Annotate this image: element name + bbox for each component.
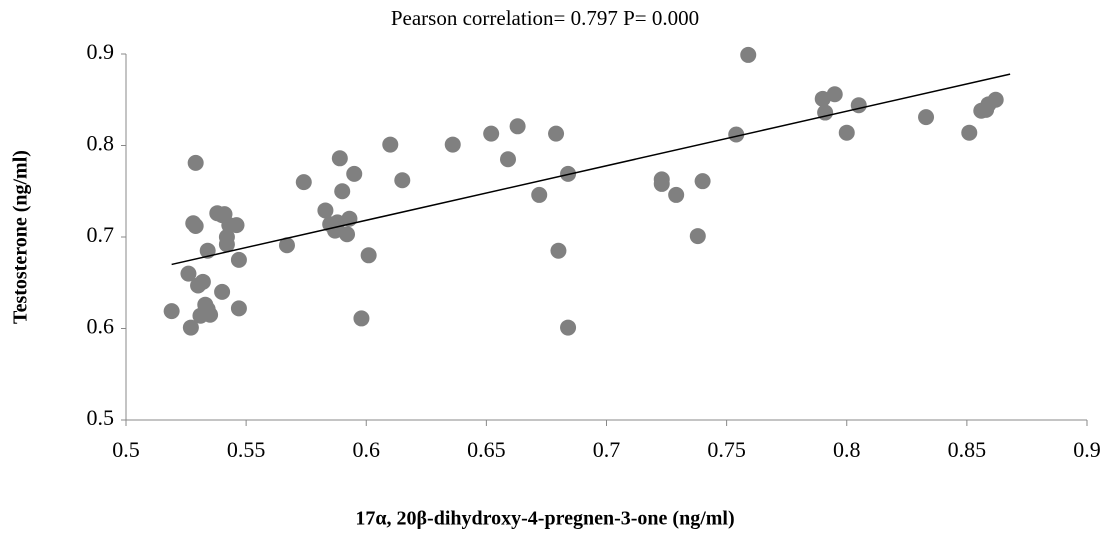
point: [214, 283, 231, 300]
trend-line: [171, 73, 1011, 266]
point: [550, 242, 567, 259]
point: [228, 217, 245, 234]
point: [334, 183, 351, 200]
point: [180, 265, 197, 282]
point: [353, 310, 370, 327]
point: [814, 90, 831, 107]
point: [444, 136, 461, 153]
point: [394, 172, 411, 189]
x-tick-label: 0.55: [227, 437, 266, 462]
point: [346, 165, 363, 182]
point: [317, 202, 334, 219]
point: [382, 136, 399, 153]
x-tick-label: 0.85: [948, 437, 987, 462]
point: [838, 124, 855, 141]
point: [689, 228, 706, 245]
point: [483, 125, 500, 142]
point: [850, 97, 867, 114]
point: [360, 247, 377, 264]
x-tick-label: 0.65: [467, 437, 506, 462]
point: [740, 46, 757, 63]
y-tick-label: 0.6: [87, 314, 115, 339]
point: [499, 151, 516, 168]
point: [194, 273, 211, 290]
y-axis-title: Testosterone (ng/ml): [10, 150, 32, 324]
point: [531, 186, 548, 203]
point: [187, 154, 204, 171]
point: [826, 86, 843, 103]
x-tick-label: 0.5: [112, 437, 140, 462]
point: [668, 186, 685, 203]
y-tick-label: 0.5: [87, 405, 115, 430]
y-tick-label: 0.8: [87, 131, 115, 156]
point: [560, 319, 577, 336]
x-tick-label: 0.7: [593, 437, 621, 462]
point: [509, 118, 526, 135]
point: [218, 236, 235, 253]
point: [987, 91, 1004, 108]
y-tick-label: 0.9: [87, 39, 115, 64]
point: [331, 150, 348, 167]
point: [295, 174, 312, 191]
x-tick-label: 0.9: [1073, 437, 1101, 462]
point: [163, 303, 180, 320]
x-tick-label: 0.6: [353, 437, 381, 462]
point: [653, 175, 670, 192]
point: [339, 226, 356, 243]
point: [202, 306, 219, 323]
point: [918, 109, 935, 126]
x-tick-label: 0.8: [833, 437, 861, 462]
x-axis-title: 17α, 20β-dihydroxy-4-pregnen-3-one (ng/m…: [355, 508, 734, 530]
y-tick-label: 0.7: [87, 222, 115, 247]
point: [728, 126, 745, 143]
point: [230, 300, 247, 317]
chart-title: Pearson correlation= 0.797 P= 0.000: [391, 6, 699, 30]
x-tick-label: 0.75: [707, 437, 746, 462]
point: [187, 218, 204, 235]
point: [230, 251, 247, 268]
point: [694, 173, 711, 190]
point: [182, 319, 199, 336]
point: [548, 125, 565, 142]
point: [961, 124, 978, 141]
point: [278, 237, 295, 254]
